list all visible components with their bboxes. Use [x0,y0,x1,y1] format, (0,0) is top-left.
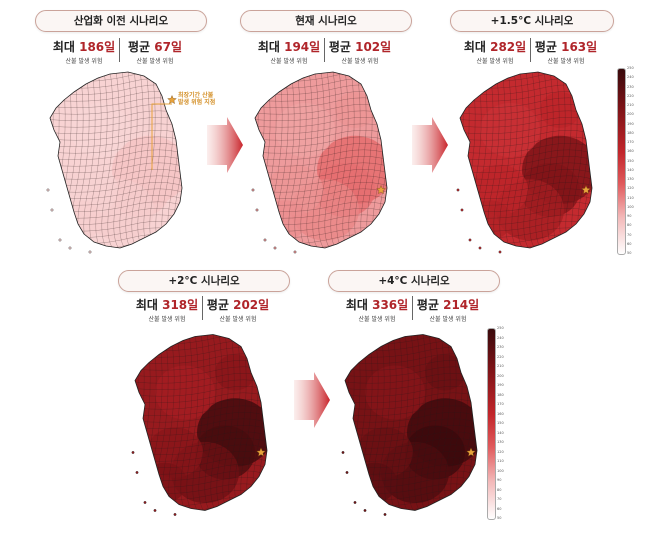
color-scale-legend [617,68,626,255]
scenario-stats: 최대 186일 산불 발생 위험 평균 67일 산불 발생 위험 [52,38,183,65]
star-marker-icon [376,184,386,195]
legend-tick-label: 110 [497,459,504,463]
legend-tick-label: 200 [497,373,504,378]
color-scale-legend [487,328,496,520]
legend-tick-label: 180 [627,130,634,135]
korea-risk-map [131,334,268,516]
legend-tick-label: 250 [627,66,634,70]
legend-tick-label: 70 [497,497,502,501]
legend-tick-label: 100 [497,468,504,473]
legend-tick-label: 200 [627,112,634,117]
legend-tick-label: 240 [627,75,634,80]
legend-tick-label: 220 [497,354,504,359]
legend-tick-label: 50 [627,251,632,255]
scenario-stats: 최대 282일 산불 발생 위험 평균 163일 산불 발생 위험 [463,38,598,65]
scenario-title: +2°C 시나리오 [118,270,290,292]
scenario-stats: 최대 318일 산불 발생 위험 평균 202일 산불 발생 위험 [135,296,270,323]
legend-tick-label: 130 [627,177,634,181]
korea-risk-map [341,334,478,516]
legend-tick-label: 170 [497,402,504,406]
legend-tick-label: 60 [497,506,502,511]
legend-tick-label: 90 [627,214,632,218]
legend-tick-label: 160 [497,411,504,416]
arrow-right-icon [294,372,330,428]
star-marker-icon [256,447,266,457]
legend-tick-label: 150 [497,421,504,425]
legend-tick-label: 140 [627,167,634,172]
arrow-right-icon [207,117,243,173]
legend-tick-label: 230 [497,345,504,349]
legend-tick-label: 210 [497,364,504,368]
legend-tick-label: 130 [497,440,504,444]
legend-tick-label: 90 [497,478,502,482]
legend-tick-label: 190 [497,383,504,387]
legend-tick-label: 100 [627,204,634,209]
scenario-stats: 최대 194일 산불 발생 위험 평균 102일 산불 발생 위험 [257,38,392,65]
korea-risk-map [46,71,183,254]
scenario-title: 산업화 이전 시나리오 [35,10,207,32]
legend-tick-label: 170 [627,140,634,144]
legend-tick-label: 230 [627,84,634,89]
legend-tick-label: 120 [627,186,634,191]
star-marker-icon [167,94,177,105]
legend-tick-label: 180 [497,392,504,397]
legend-tick-label: 60 [627,241,632,246]
korea-risk-map [251,71,388,254]
legend-tick-label: 160 [627,149,634,154]
legend-tick-label: 120 [497,449,504,454]
legend-tick-label: 150 [627,158,634,163]
longest-risk-annotation: 최장기간 산불 발생 위험 지점 [178,92,216,106]
star-marker-icon [581,184,591,195]
star-marker-icon [466,447,476,457]
scenario-stats: 최대 336일 산불 발생 위험 평균 214일 산불 발생 위험 [345,296,480,323]
legend-tick-label: 240 [497,335,504,340]
scenario-title: 현재 시나리오 [240,10,412,32]
legend-tick-label: 140 [497,430,504,435]
legend-tick-label: 250 [497,326,504,330]
legend-tick-label: 70 [627,232,632,237]
legend-tick-label: 80 [497,487,502,492]
arrow-right-icon [412,117,448,173]
korea-risk-map [456,71,593,254]
legend-tick-label: 220 [627,93,634,98]
scenario-title: +1.5°C 시나리오 [450,10,614,32]
legend-tick-label: 80 [627,223,632,228]
legend-tick-label: 110 [627,195,634,200]
legend-tick-label: 210 [627,103,634,107]
legend-tick-label: 50 [497,516,502,520]
legend-tick-label: 190 [627,121,634,126]
scenario-title: +4°C 시나리오 [328,270,500,292]
